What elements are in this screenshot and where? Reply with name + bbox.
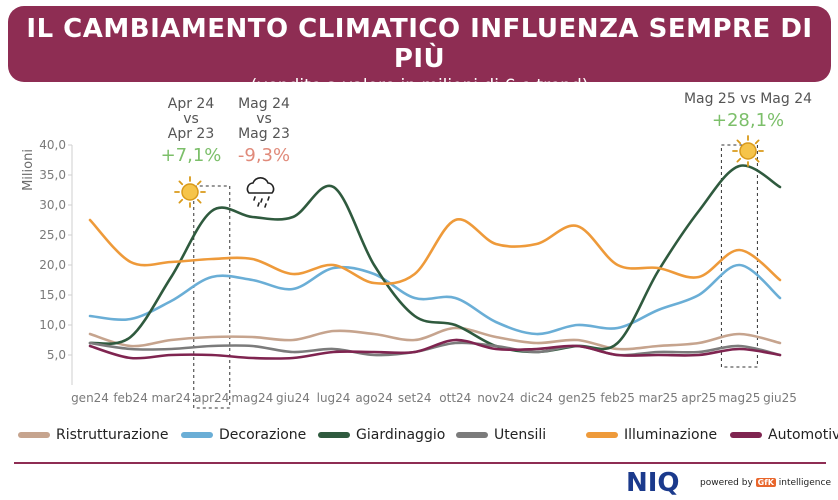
annotation-label: vs <box>183 111 199 127</box>
legend-item-decorazione: Decorazione <box>181 427 306 443</box>
legend-item-ristrutturazione: Ristrutturazione <box>18 427 169 443</box>
x-tick-label: nov24 <box>477 391 514 405</box>
annotation-value: +28,1% <box>712 110 784 131</box>
y-tick-label: 40,0 <box>39 138 66 152</box>
footer-divider <box>14 462 826 464</box>
annotation-value: -9,3% <box>238 145 290 166</box>
legend-item-utensili: Utensili <box>456 427 546 443</box>
legend-item-giardinaggio: Giardinaggio <box>318 427 445 443</box>
line-chart: Milioni 5,010,015,020,025,030,035,040,0 … <box>21 91 812 409</box>
series-line-ristrutturazione <box>88 326 782 351</box>
x-tick-label: lug24 <box>317 391 351 405</box>
legend-label: Illuminazione <box>624 427 718 443</box>
highlight-box <box>720 144 758 368</box>
x-tick-label: mag25 <box>718 391 760 405</box>
x-tick-label: dic24 <box>520 391 553 405</box>
legend-swatch <box>730 432 762 438</box>
annotation-label: Mag 23 <box>238 126 290 142</box>
y-tick-label: 35,0 <box>39 168 66 182</box>
sun-icon <box>732 135 764 167</box>
x-ticks: gen24 feb24 mar24 apr24 mag24 giu24 lug24 ago24… <box>71 391 797 405</box>
x-tick-label: ott24 <box>439 391 471 405</box>
legend-label: Utensili <box>494 427 547 443</box>
y-axis-label: Milioni <box>21 149 36 191</box>
annotation-value: +7,1% <box>161 145 222 166</box>
legend-swatch <box>586 432 618 438</box>
legend-label: Ristrutturazione <box>56 427 169 443</box>
annotation-label: Mag 24 <box>238 96 290 112</box>
y-tick-label: 10,0 <box>39 318 66 332</box>
legend-label: Decorazione <box>219 427 307 443</box>
x-tick-label: mar24 <box>152 391 191 405</box>
series-line-utensili <box>88 341 782 357</box>
gfk-logo: GfK <box>755 478 776 487</box>
series-line-decorazione <box>88 263 782 336</box>
series-line-illuminazione <box>88 218 782 286</box>
niq-logo: NIQ <box>626 468 680 498</box>
series-line-giardinaggio <box>88 164 782 354</box>
legend: Ristrutturazione Decorazione Giardinaggio U… <box>18 427 838 445</box>
x-tick-label: apr24 <box>194 391 229 405</box>
powered-suffix: intelligence <box>778 478 831 488</box>
sun-icon <box>174 176 206 208</box>
x-tick-label: giu25 <box>763 391 797 405</box>
series-line-automotive <box>88 338 782 360</box>
y-tick-label: 25,0 <box>39 228 66 242</box>
legend-swatch <box>318 432 350 438</box>
y-tick-label: 15,0 <box>39 288 66 302</box>
title-banner: IL CAMBIAMENTO CLIMATICO INFLUENZA SEMPR… <box>8 6 831 96</box>
x-tick-label: gen25 <box>558 391 596 405</box>
legend-item-illuminazione: Illuminazione <box>586 427 717 443</box>
y-tick-label: 20,0 <box>39 258 66 272</box>
legend-item-automotive: Automotive <box>730 427 838 443</box>
legend-label: Giardinaggio <box>356 427 446 443</box>
chart-subtitle: (vendite a valore in milioni di € e tren… <box>250 76 589 96</box>
x-tick-label: mar25 <box>639 391 678 405</box>
rain-cloud-icon <box>246 177 275 208</box>
x-tick-label: feb24 <box>113 391 148 405</box>
legend-swatch <box>456 432 488 438</box>
annotation-label: Apr 23 <box>168 126 214 142</box>
x-tick-label: giu24 <box>276 391 310 405</box>
x-tick-label: apr25 <box>681 391 716 405</box>
y-ticks: 5,0 10,0 15,0 20,0 25,0 30,0 35,0 40,0 <box>39 138 72 362</box>
powered-prefix: powered by <box>700 478 753 488</box>
legend-label: Automotive <box>768 427 838 443</box>
annotation-label: Apr 24 <box>168 96 215 112</box>
y-tick-label: 30,0 <box>39 198 66 212</box>
annotation-label: Mag 25 vs Mag 24 <box>684 91 812 107</box>
chart-title: IL CAMBIAMENTO CLIMATICO INFLUENZA SEMPR… <box>26 14 813 74</box>
series-lines <box>88 164 782 360</box>
x-tick-label: feb25 <box>600 391 635 405</box>
y-tick-label: 5,0 <box>47 348 66 362</box>
highlight-boxes <box>193 144 758 409</box>
annotation-label: vs <box>256 111 272 127</box>
legend-swatch <box>181 432 213 438</box>
highlight-box <box>193 185 231 409</box>
powered-by: powered by GfK intelligence <box>700 478 831 488</box>
x-tick-label: set24 <box>398 391 432 405</box>
x-tick-label: mag24 <box>231 391 273 405</box>
legend-swatch <box>18 432 50 438</box>
x-tick-label: gen24 <box>71 391 109 405</box>
x-tick-label: ago24 <box>355 391 393 405</box>
